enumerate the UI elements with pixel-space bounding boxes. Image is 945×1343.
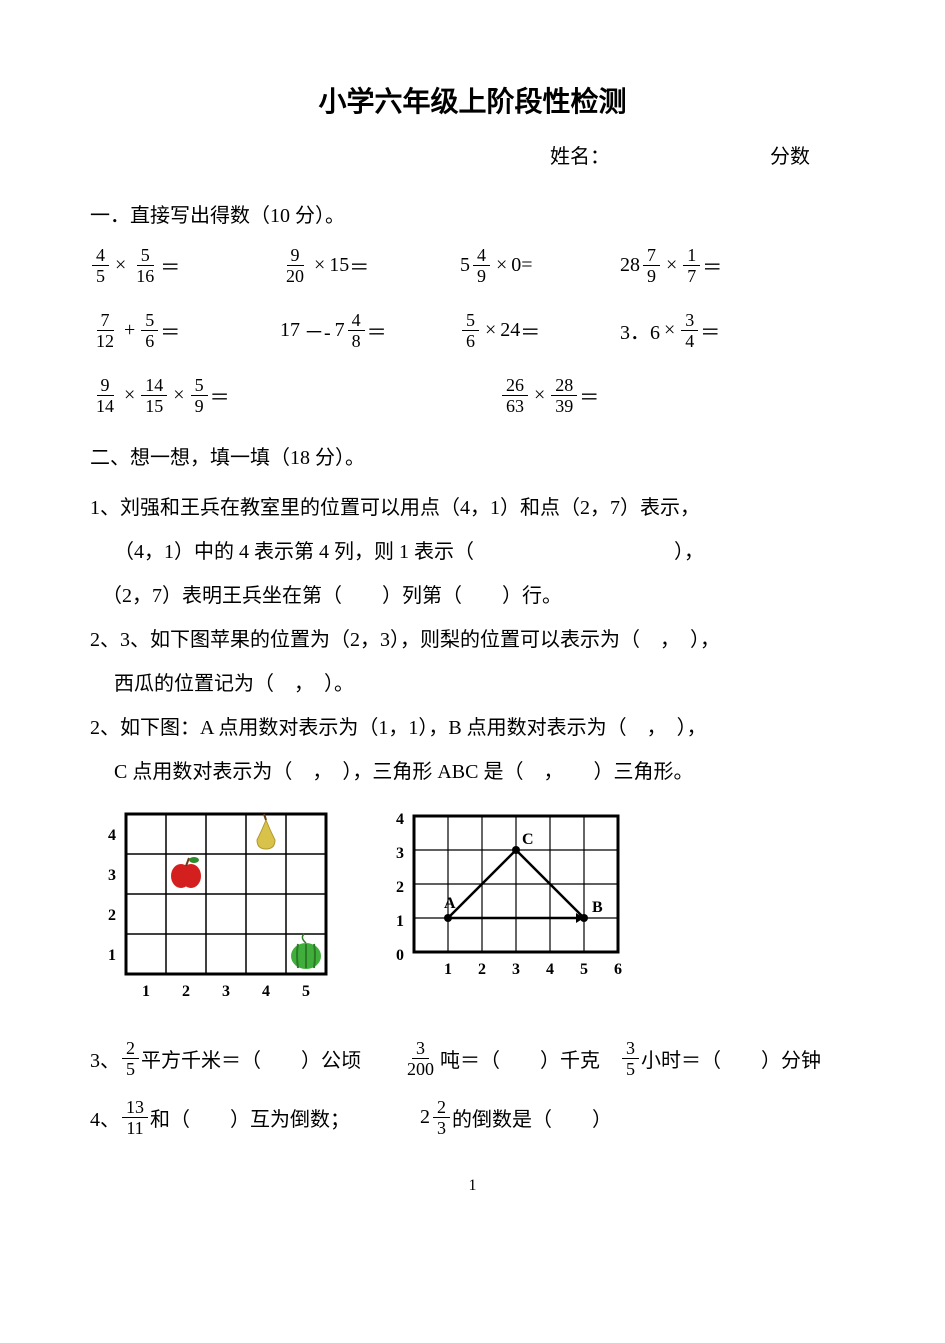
fraction: 2663 bbox=[502, 376, 528, 415]
fraction: 59 bbox=[191, 376, 208, 415]
q1-line3: （2，7）表明王兵坐在第（ ）列第（ ）行。 bbox=[90, 576, 855, 616]
fraction: 712 bbox=[92, 311, 118, 350]
svg-text:1: 1 bbox=[396, 913, 404, 930]
fraction: 34 bbox=[681, 311, 698, 350]
svg-text:3: 3 bbox=[108, 867, 116, 884]
svg-text:4: 4 bbox=[396, 811, 404, 828]
fraction: 56 bbox=[462, 311, 479, 350]
q2b-line1: 2、如下图：A 点用数对表示为（1，1），B 点用数对表示为（ ， ）， bbox=[90, 708, 855, 748]
svg-text:A: A bbox=[444, 895, 456, 912]
svg-text:6: 6 bbox=[614, 961, 622, 978]
fraction: 1311 bbox=[122, 1098, 148, 1137]
figures-row: 4 3 2 1 1 2 3 4 5 4 3 2 1 0 1 2 3 4 5 6 A B C bbox=[90, 804, 855, 1019]
section-1-head: 一．直接写出得数（10 分）。 bbox=[90, 199, 855, 228]
q2a-line2: 西瓜的位置记为（ ， ）。 bbox=[90, 664, 855, 704]
eq-r3c2: 2663 × 2839 ＝ bbox=[500, 376, 599, 415]
fraction: 56 bbox=[141, 311, 158, 350]
q1-line1: 1、刘强和王兵在教室里的位置可以用点（4，1）和点（2，7）表示， bbox=[90, 488, 855, 528]
eq-row-1: 45 × 516 ＝ 920 × 15 ＝ 5 49 × 0 = 28 79 ×… bbox=[90, 246, 855, 285]
triangle-svg: 4 3 2 1 0 1 2 3 4 5 6 A B C bbox=[380, 804, 650, 994]
page-number: 1 bbox=[90, 1177, 855, 1195]
fraction: 1415 bbox=[141, 376, 167, 415]
eq-row-3: 914 × 1415 × 59 ＝ 2663 × 2839 ＝ bbox=[90, 376, 855, 415]
eq-r1c4: 28 79 × 17 ＝ bbox=[620, 246, 722, 285]
section-2-head: 二、想一想，填一填（18 分）。 bbox=[90, 441, 855, 470]
svg-text:5: 5 bbox=[302, 983, 310, 1000]
svg-text:2: 2 bbox=[478, 961, 486, 978]
svg-text:3: 3 bbox=[512, 961, 520, 978]
svg-text:B: B bbox=[592, 899, 603, 916]
svg-text:2: 2 bbox=[108, 907, 116, 924]
eq-r1c2: 920 × 15 ＝ bbox=[280, 246, 460, 285]
fraction: 3200 bbox=[403, 1039, 438, 1078]
svg-text:3: 3 bbox=[396, 845, 404, 862]
svg-text:0: 0 bbox=[396, 947, 404, 964]
q2a-line1: 2、3、如下图苹果的位置为（2，3），则梨的位置可以表示为（ ， ）， bbox=[90, 620, 855, 660]
svg-text:1: 1 bbox=[142, 983, 150, 1000]
eq-r3c1: 914 × 1415 × 59 ＝ bbox=[90, 376, 500, 415]
q1-line2: （4，1）中的 4 表示第 4 列，则 1 表示（ ）， bbox=[90, 532, 855, 572]
figure-fruit-grid: 4 3 2 1 1 2 3 4 5 bbox=[90, 804, 340, 1019]
eq-row-2: 712 + 56 ＝ 17 －- 7 48 ＝ 56 × 24 ＝ 3．6 × … bbox=[90, 311, 855, 350]
eq-r2c1: 712 + 56 ＝ bbox=[90, 311, 280, 350]
score-label: 分数 bbox=[770, 146, 810, 168]
fraction: 516 bbox=[132, 246, 158, 285]
eq-r2c2: 17 －- 7 48 ＝ bbox=[280, 311, 460, 350]
fraction: 2839 bbox=[551, 376, 577, 415]
eq-r2c4: 3．6 × 34 ＝ bbox=[620, 311, 720, 350]
svg-text:4: 4 bbox=[546, 961, 554, 978]
eq-r1c3: 5 49 × 0 = bbox=[460, 246, 620, 285]
fraction: 35 bbox=[622, 1039, 639, 1078]
svg-text:1: 1 bbox=[108, 947, 116, 964]
fraction: 79 bbox=[643, 246, 660, 285]
fraction: 23 bbox=[433, 1098, 450, 1137]
fraction: 17 bbox=[683, 246, 700, 285]
figure-triangle: 4 3 2 1 0 1 2 3 4 5 6 A B C bbox=[380, 804, 650, 1019]
svg-text:4: 4 bbox=[108, 827, 116, 844]
svg-text:5: 5 bbox=[580, 961, 588, 978]
fraction: 48 bbox=[348, 311, 365, 350]
eq-r1c1: 45 × 516 ＝ bbox=[90, 246, 280, 285]
svg-text:4: 4 bbox=[262, 983, 270, 1000]
svg-text:2: 2 bbox=[396, 879, 404, 896]
eq-r2c3: 56 × 24 ＝ bbox=[460, 311, 620, 350]
fraction: 49 bbox=[473, 246, 490, 285]
fraction: 45 bbox=[92, 246, 109, 285]
header-line: 姓名： 分数 bbox=[90, 140, 855, 169]
q4: 4、 1311 和（ ）互为倒数； 2 23 的倒数是（ ） bbox=[90, 1098, 855, 1137]
q3: 3、 25 平方千米＝（ ）公顷 3200 吨＝（ ）千克 35 小时＝（ ）分… bbox=[90, 1039, 855, 1078]
fraction: 25 bbox=[122, 1039, 139, 1078]
page: 小学六年级上阶段性检测 姓名： 分数 一．直接写出得数（10 分）。 45 × … bbox=[0, 0, 945, 1235]
svg-text:C: C bbox=[522, 831, 534, 848]
name-label: 姓名： bbox=[550, 146, 610, 168]
svg-text:2: 2 bbox=[182, 983, 190, 1000]
page-title: 小学六年级上阶段性检测 bbox=[90, 80, 855, 120]
fraction: 920 bbox=[282, 246, 308, 285]
fraction: 914 bbox=[92, 376, 118, 415]
svg-text:3: 3 bbox=[222, 983, 230, 1000]
q2b-line2: C 点用数对表示为（ ， ），三角形 ABC 是（ ， ）三角形。 bbox=[90, 752, 855, 792]
fruit-grid-svg: 4 3 2 1 1 2 3 4 5 bbox=[90, 804, 340, 1014]
svg-text:1: 1 bbox=[444, 961, 452, 978]
